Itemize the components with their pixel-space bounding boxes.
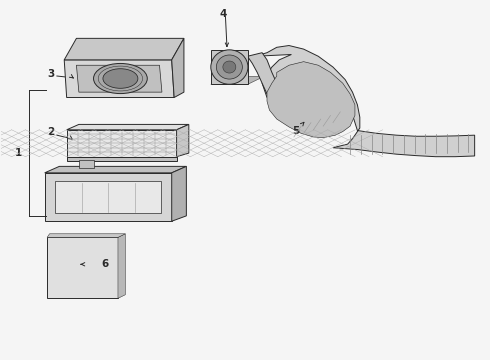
Polygon shape (67, 157, 176, 161)
Polygon shape (45, 166, 186, 173)
Ellipse shape (223, 61, 236, 73)
Polygon shape (211, 76, 264, 84)
Polygon shape (267, 62, 355, 138)
Polygon shape (172, 39, 184, 98)
Polygon shape (47, 234, 125, 237)
Polygon shape (255, 45, 475, 157)
Polygon shape (76, 65, 162, 92)
Polygon shape (79, 159, 94, 168)
Text: 3: 3 (48, 69, 55, 79)
Polygon shape (47, 237, 118, 298)
Ellipse shape (94, 63, 147, 94)
Polygon shape (67, 125, 189, 130)
Ellipse shape (217, 55, 243, 79)
Text: 6: 6 (101, 259, 108, 269)
Polygon shape (55, 181, 161, 213)
Polygon shape (118, 234, 125, 298)
Polygon shape (211, 50, 248, 84)
Ellipse shape (211, 50, 248, 84)
Text: 5: 5 (292, 126, 299, 136)
Polygon shape (64, 60, 174, 98)
Polygon shape (247, 53, 279, 94)
Polygon shape (67, 130, 176, 157)
Polygon shape (172, 166, 186, 221)
Polygon shape (64, 39, 184, 60)
Polygon shape (176, 125, 189, 157)
Ellipse shape (103, 69, 138, 88)
Bar (67, 130, 176, 157)
Polygon shape (45, 173, 172, 221)
Text: 2: 2 (48, 127, 55, 137)
Text: 4: 4 (220, 9, 227, 19)
Text: 1: 1 (15, 148, 22, 158)
